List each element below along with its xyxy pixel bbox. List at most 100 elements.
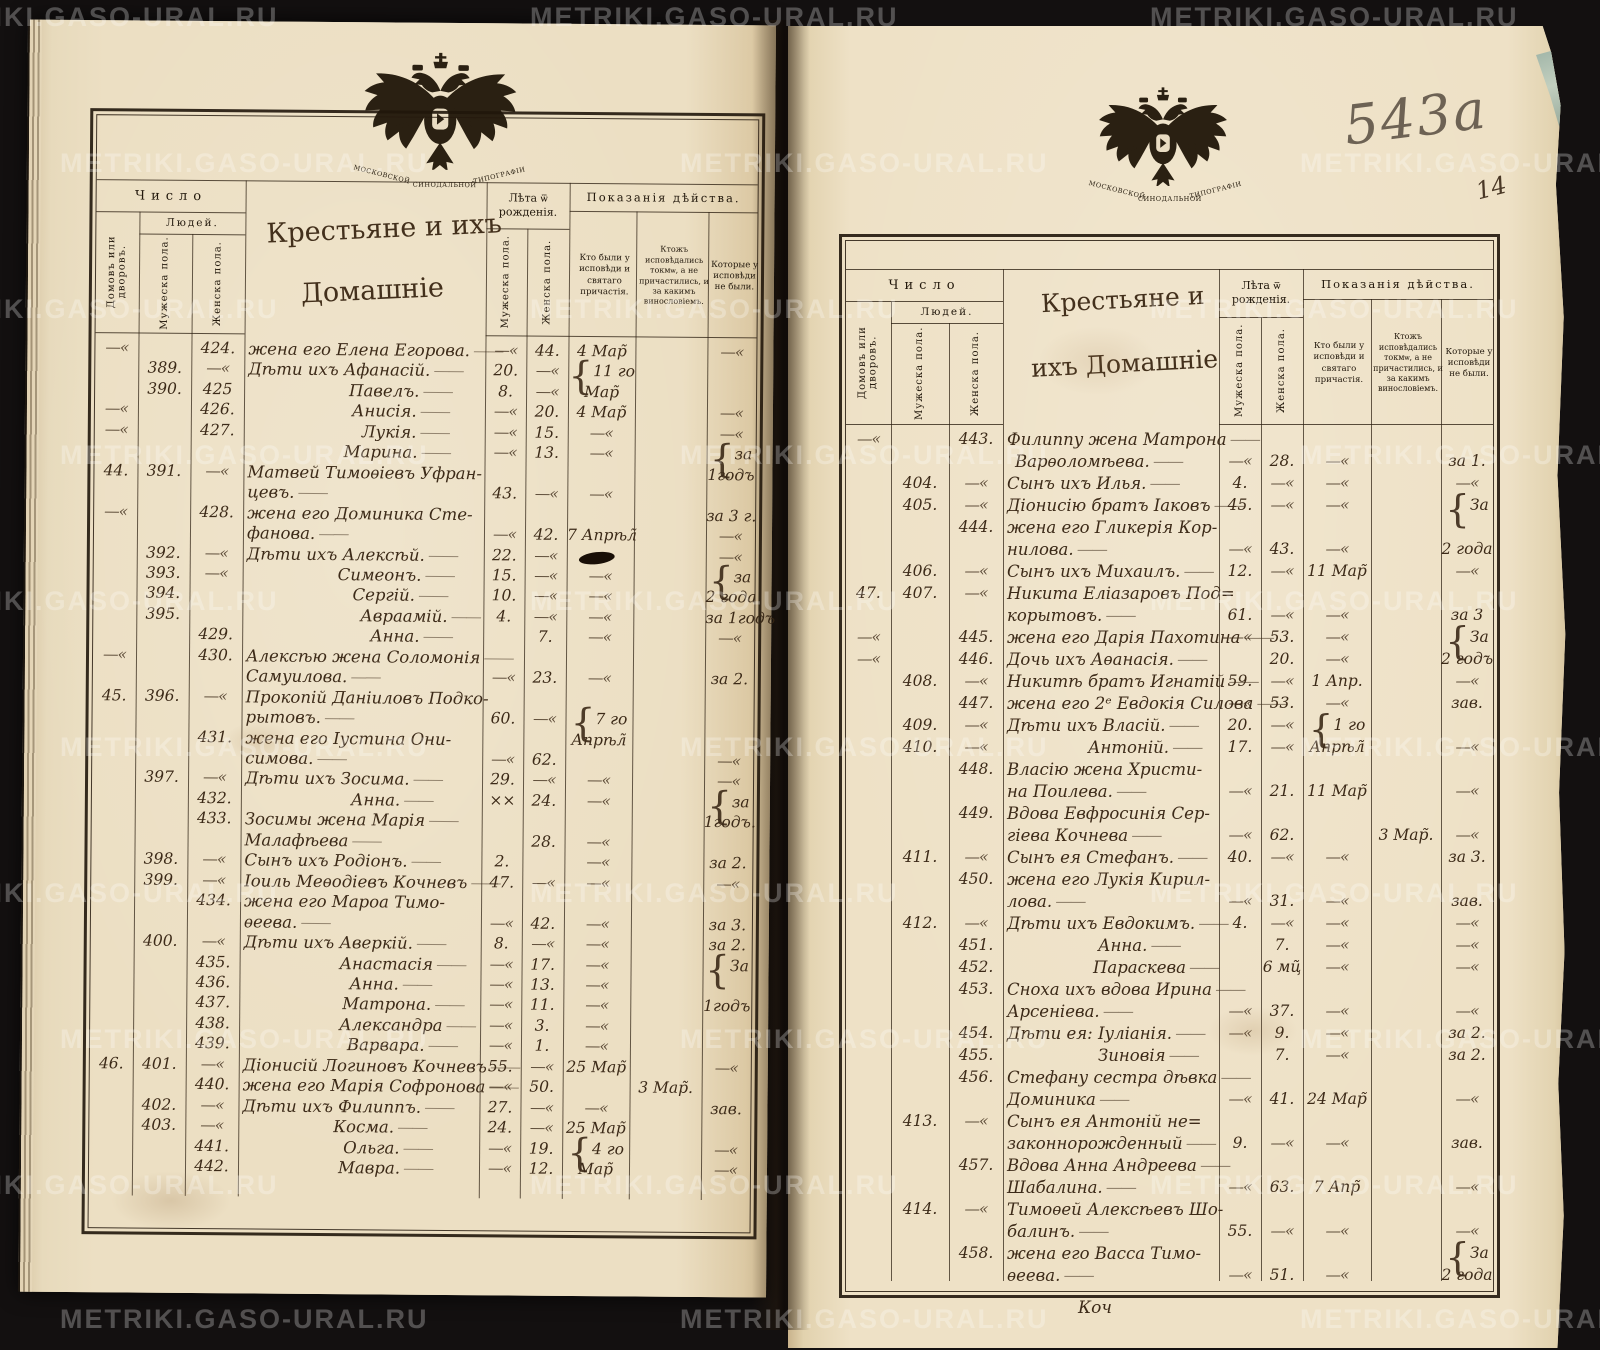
cell-n: фанова. [243, 523, 488, 545]
header-sub2: Ктожъ исповѣдались токмѡ, а не причастил… [1373, 332, 1443, 394]
folded-corner [1536, 48, 1562, 136]
cell-f: —« [203, 686, 227, 705]
cell-f: 456. [958, 1068, 994, 1086]
cell-n: Филиппу жена Матрона [1003, 430, 1227, 450]
cell-a: 29. [490, 770, 515, 789]
cell-f: —« [204, 563, 228, 583]
cell-f: 447. [958, 694, 994, 712]
cell-m: 410. [902, 738, 938, 756]
register-line: законнорожденный 9. —« —« зав. [846, 1134, 1493, 1157]
cell-c3: —« [1455, 672, 1480, 690]
cell-c1: {7 го [570, 701, 628, 747]
cell-c3: 1годъ [703, 997, 751, 1016]
cell-a: 40. [1227, 848, 1253, 866]
cell-b: 28. [1269, 452, 1295, 470]
cell-a: 55. [487, 1057, 513, 1076]
register-line: 456. Стефану сестра дѣвка [846, 1068, 1493, 1091]
ink-folio-number: 14 [1473, 170, 1510, 206]
register-line: 47. 407. —« Никита Еліазаровъ Под= [846, 584, 1493, 607]
cell-c3: за 2. [709, 854, 747, 873]
cell-c3: —« [714, 1140, 738, 1159]
rule [1303, 269, 1305, 1281]
cell-b: 12. [528, 1159, 554, 1178]
cell-a: 55. [1227, 1222, 1253, 1240]
cell-a: 24. [487, 1118, 513, 1137]
cell-m: 391. [146, 461, 182, 480]
cell-a: 8. [493, 934, 509, 953]
cell-n: ѳеева. [240, 912, 485, 934]
cell-c3: зав. [1451, 1134, 1483, 1152]
cell-f: —« [206, 359, 230, 378]
cell-m: 402. [141, 1095, 177, 1114]
cell-b: 9. [1274, 1024, 1290, 1042]
cell-a: —« [1228, 694, 1253, 712]
cell-c1: —« [1325, 452, 1350, 470]
left-register-rows: —«424.жена его Елена Егорова.—«44.4 Мар̃… [97, 115, 775, 1179]
cell-b: 62. [531, 750, 557, 769]
cell-f: 434. [196, 891, 231, 910]
cell-a: —« [1228, 1090, 1253, 1108]
cell-c1: —« [585, 955, 609, 974]
register-line: 409. —« Дѣти ихъ Власій.20. —« {1 го [846, 711, 1493, 750]
cell-b: 31. [1269, 892, 1295, 910]
cell-c1: —« [1325, 1134, 1350, 1152]
cell-c3: —« [720, 343, 744, 362]
register-line: 408. —« Никитѣ братъ Игнатій59. —« 1 Апр. —« [846, 672, 1493, 695]
cell-a: 61. [1227, 606, 1253, 624]
register-line: 458. жена его Васса Тимо- {За [846, 1239, 1493, 1278]
cell-c2: 3 Мар̃. [638, 1078, 694, 1098]
cell-c3: за 1годъ [705, 608, 776, 628]
cell-f: 450. [958, 870, 994, 888]
cell-c1: —« [586, 853, 610, 872]
cell-m: 400. [142, 931, 178, 950]
cell-c1: —« [589, 423, 613, 443]
cell-f: 444. [958, 518, 994, 536]
header-muzheska-age: Мужеска пола. [499, 235, 512, 329]
cell-b: —« [531, 873, 555, 892]
rule [949, 323, 951, 1281]
header-leta: Лѣта ѿ рожденія. [1219, 269, 1303, 317]
header-sub3: Которые у исповѣди не были. [1445, 346, 1493, 380]
cell-n: Дѣти ихъ Евдокимъ. [1003, 914, 1223, 934]
cell-c3: за 3. [1448, 848, 1486, 866]
cell-f: —« [200, 1116, 224, 1135]
cell-m: 395. [145, 604, 181, 623]
ribbon-text-center: СИНОДАЛЬНОЙ [1138, 195, 1202, 203]
cell-c1: —« [585, 914, 609, 933]
cell-b: —« [535, 362, 559, 381]
cell-a: —« [488, 1036, 513, 1055]
cell-a: —« [488, 1138, 512, 1158]
cell-f: 452. [958, 958, 994, 976]
cell-c3: за 2. [1448, 1024, 1486, 1042]
cell-a: —« [493, 443, 517, 462]
ink-blot [578, 549, 616, 566]
cell-c1: —« [589, 485, 613, 504]
cell-f: 425 [202, 379, 233, 399]
register-line: 406. —« Сынъ ихъ Михаилъ.12. —« 11 Мар̃ —« [846, 562, 1493, 585]
cell-m: 393. [145, 563, 181, 582]
cell-c3: 1годъ. [703, 813, 756, 832]
cell-f: 442. [194, 1156, 229, 1176]
header-leta-line1: Лѣта ѿ [508, 191, 548, 205]
cell-c1: —« [1325, 540, 1350, 558]
cell-b: 43. [1269, 540, 1295, 558]
cell-d: —« [857, 650, 881, 668]
register-line: —« 443. Филиппу жена Матрона [846, 430, 1493, 453]
cell-c1: —« [588, 607, 612, 627]
right-title-line1: Крестьяне и [1040, 280, 1206, 319]
cell-c3: {За [1445, 619, 1489, 665]
cell-c1: —« [589, 444, 613, 463]
cell-b: 42. [530, 914, 556, 933]
cell-d: —« [857, 430, 881, 448]
left-page: МОСКОВСКОЙ СИНОДАЛЬНОЙ ТИПОГРАФІИ Число [20, 19, 776, 1298]
cell-n: симова. [241, 748, 486, 770]
cell-f: 431. [197, 727, 233, 746]
cell-a: —« [1228, 1002, 1253, 1020]
cell-f: 432. [197, 788, 232, 808]
header-dvorov: Домовъ или дворовъ. [105, 235, 128, 309]
rule [1303, 299, 1493, 301]
cell-n: Дѣти ихъ Филиппъ. [238, 1096, 483, 1118]
cell-a: 8. [498, 382, 514, 401]
cell-c1: 7 Апрѣл̃ [566, 525, 638, 545]
cell-f: —« [964, 1112, 989, 1130]
